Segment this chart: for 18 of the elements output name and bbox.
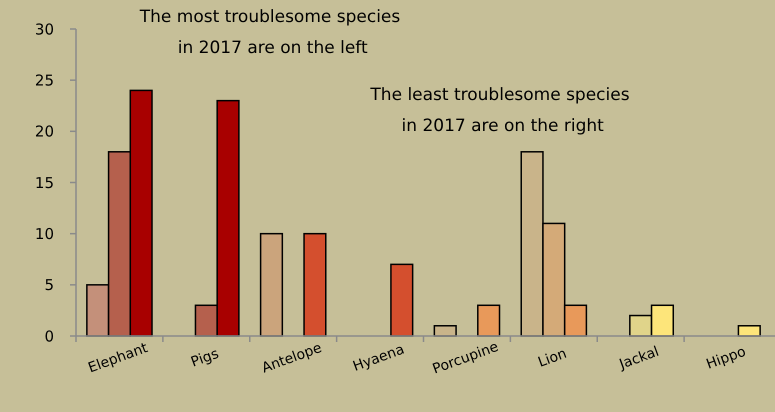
bar — [260, 232, 284, 337]
y-tick-label: 10 — [34, 224, 54, 243]
x-tick-label: Hippo — [704, 344, 748, 373]
y-tick-label: 25 — [34, 71, 54, 90]
y-tick-label: 5 — [44, 276, 54, 294]
bar — [303, 232, 327, 337]
x-tick-label: Lion — [536, 346, 569, 371]
bar — [434, 325, 457, 337]
y-tick-label: 15 — [34, 174, 54, 192]
y-tick-label: 20 — [34, 122, 54, 141]
bar — [390, 264, 414, 337]
y-tick-label: 0 — [44, 327, 54, 346]
x-tick-label: Pigs — [188, 346, 221, 371]
annotation: The most troublesome species in 2017 are on the left — [138, 7, 400, 58]
annotation: The least troublesome species in 2017 are on the right — [369, 85, 630, 136]
y-tick-label: 30 — [34, 20, 54, 38]
bar — [477, 304, 500, 337]
bar — [738, 325, 761, 337]
